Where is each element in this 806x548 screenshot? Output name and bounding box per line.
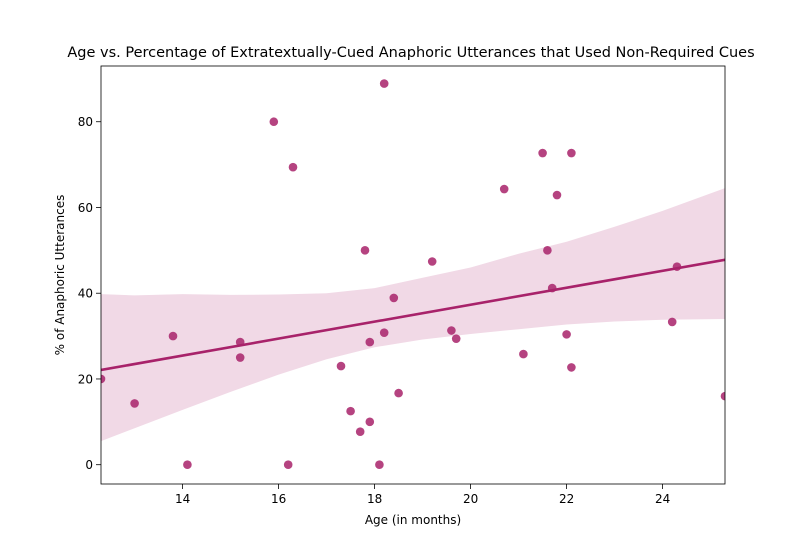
data-point-2 [168, 331, 178, 341]
data-point-4 [235, 337, 245, 347]
y-axis-label: % of Anaphoric Utterances [53, 195, 67, 356]
data-point-14 [365, 417, 375, 427]
data-point-16 [379, 79, 389, 88]
data-point-32 [667, 317, 677, 327]
plot-area [101, 79, 725, 470]
x-tick-label-3: 20 [463, 492, 478, 506]
y-axis-ticks: 0 20 40 60 80 [78, 115, 101, 472]
x-tick-label-2: 18 [367, 492, 382, 506]
data-point-13 [365, 337, 375, 347]
data-point-10 [346, 406, 355, 416]
data-point-28 [552, 190, 562, 200]
x-axis-ticks: 14 16 18 20 22 24 [175, 484, 670, 506]
data-point-24 [519, 349, 528, 359]
plot-frame [100, 65, 726, 485]
data-point-27 [547, 283, 557, 293]
data-points [101, 79, 725, 470]
y-tick-label-3: 60 [78, 201, 93, 215]
x-tick-label-4: 22 [559, 492, 574, 506]
data-point-23 [499, 184, 509, 194]
data-point-17 [379, 328, 389, 337]
data-point-18 [389, 293, 399, 303]
data-point-26 [543, 246, 552, 255]
data-point-5 [235, 353, 245, 362]
data-point-7 [283, 460, 293, 470]
y-tick-label-1: 20 [78, 372, 93, 386]
data-point-31 [567, 363, 576, 372]
data-point-1 [130, 399, 139, 408]
data-point-9 [336, 361, 346, 371]
data-point-25 [538, 148, 547, 158]
regression-line [101, 258, 725, 372]
data-point-30 [567, 148, 576, 158]
x-tick-label-1: 16 [271, 492, 286, 506]
x-tick-label-0: 14 [175, 492, 190, 506]
data-point-29 [562, 330, 571, 339]
x-tick-label-5: 24 [655, 492, 670, 506]
data-point-22 [451, 334, 461, 343]
data-point-21 [447, 326, 456, 335]
y-tick-label-0: 0 [85, 458, 93, 472]
data-point-20 [427, 257, 437, 266]
data-point-0 [101, 374, 106, 384]
chart-title: Age vs. Percentage of Extratextually-Cue… [67, 45, 754, 61]
data-point-33 [672, 262, 682, 271]
data-point-11 [355, 427, 365, 436]
data-point-19 [394, 388, 403, 398]
data-point-12 [360, 246, 370, 255]
y-tick-label-2: 40 [78, 287, 93, 301]
data-point-3 [183, 460, 192, 470]
data-point-8 [288, 162, 298, 172]
data-point-15 [375, 460, 384, 470]
data-point-6 [269, 117, 279, 127]
y-tick-label-4: 80 [78, 115, 93, 129]
data-point-34 [720, 391, 725, 401]
x-axis-label: Age (in months) [365, 513, 461, 527]
